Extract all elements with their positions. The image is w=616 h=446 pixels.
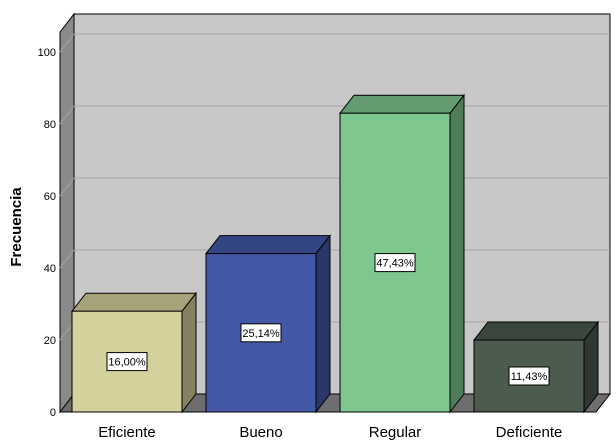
- bar-top: [70, 292, 198, 312]
- y-tick-label: 0: [50, 407, 56, 419]
- bar-top: [338, 94, 466, 114]
- y-axis-label: Frecuencia: [8, 187, 25, 267]
- bar-top: [472, 321, 600, 341]
- x-category-label: Regular: [369, 424, 422, 441]
- y-tick-label: 40: [44, 263, 56, 275]
- bar-top: [204, 235, 332, 255]
- gridline-side: [59, 105, 75, 125]
- y-tick-label: 80: [44, 119, 56, 131]
- bar-regular: 47,43%: [338, 93, 466, 414]
- bar-side: [181, 291, 197, 414]
- data-label: 11,43%: [511, 371, 548, 383]
- y-tick-label: 20: [44, 335, 56, 347]
- bar-eficiente: 16,00%: [70, 291, 198, 414]
- y-tick-label: 60: [44, 191, 56, 203]
- gridline-side: [59, 249, 75, 269]
- data-label: 16,00%: [108, 357, 146, 369]
- gridline-side: [59, 177, 75, 197]
- bars: 16,00% 25,14% 47,43% 11,43%: [70, 93, 600, 414]
- data-label-box: [508, 366, 550, 386]
- data-label-box: [374, 253, 416, 273]
- y-axis-ticks: 0 20 40 60 80 100: [38, 47, 56, 419]
- x-category-label: Deficiente: [496, 424, 563, 441]
- data-label: 47,43%: [376, 258, 414, 270]
- bar-deficiente: 11,43%: [472, 320, 600, 414]
- bar-side: [315, 234, 331, 414]
- x-category-label: Bueno: [239, 424, 282, 441]
- data-label-box: [240, 323, 282, 343]
- data-label-box: [106, 352, 148, 372]
- y-tick-label: 100: [38, 47, 56, 59]
- bar-side: [449, 93, 465, 414]
- bar-bueno: 25,14%: [204, 234, 332, 414]
- gridline-side: [59, 33, 75, 53]
- x-category-label: Eficiente: [98, 424, 156, 441]
- x-axis-categories: Eficiente Bueno Regular Deficiente: [98, 424, 562, 441]
- data-label: 25,14%: [242, 328, 280, 340]
